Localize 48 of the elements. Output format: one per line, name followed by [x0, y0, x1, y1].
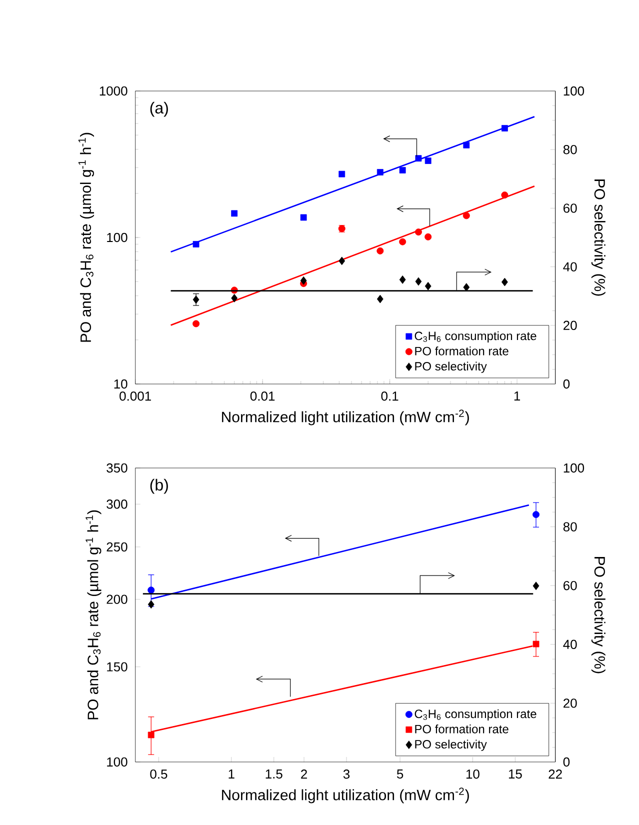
text: PO and C$_{3}$H$_{6}$ rate (µmol g$^{-1}$ h$^{-1}$) — [86, 510, 102, 720]
y2-tick-label: 60 — [563, 580, 577, 590]
x-tick-label: 3 — [343, 770, 350, 779]
y2-tick-label: 20 — [563, 320, 577, 330]
text: PO and C$_{3}$H$_{6}$ rate (µmol g$^{-1}$ h$^{-1}$) — [78, 132, 94, 342]
y2-tick-label: 60 — [563, 204, 577, 213]
y-tick-label: 150 — [106, 662, 128, 672]
y2-tick-label: 0 — [563, 379, 570, 389]
y-tick-label: 100 — [106, 757, 128, 767]
legend-label: C$_{3}$H$_{6}$ consumption rate — [414, 709, 536, 721]
y2-axis-title: PO selectivity (%) — [591, 180, 606, 296]
x-tick-label: 1 — [514, 392, 520, 400]
legend-label: PO selectivity — [415, 740, 487, 751]
y2-axis-title: PO selectivity (%) — [591, 557, 606, 674]
y2-tick-label: 40 — [563, 262, 577, 272]
x-axis-title: Normalized light utilization (mW cm$^{-2}$) — [222, 788, 469, 804]
y2-tick-label: 0 — [563, 757, 570, 767]
x-tick-label: 1.5 — [266, 770, 282, 779]
y-tick-label: 10 — [114, 379, 128, 389]
annotation: (b) — [150, 478, 168, 494]
y2-tick-label: 80 — [563, 144, 577, 154]
y-tick-label: 350 — [106, 463, 128, 473]
x-tick-label: 10 — [466, 770, 480, 779]
legend-label: PO formation rate — [415, 724, 508, 734]
y-tick-label: 300 — [106, 500, 128, 509]
y2-tick-label: 100 — [564, 463, 584, 473]
y2-tick-label: 20 — [563, 698, 577, 708]
x-tick-label: 0.001 — [119, 392, 151, 401]
legend-label: C$_{3}$H$_{6}$ consumption rate — [414, 331, 536, 343]
x-axis-title: Normalized light utilization (mW cm$^{-2}$) — [222, 410, 469, 426]
y-tick-label: 250 — [106, 542, 128, 552]
y-tick-label: 200 — [106, 594, 128, 604]
x-tick-label: 0.1 — [381, 392, 398, 401]
legend-label: PO selectivity — [415, 362, 487, 373]
x-tick-label: 0.5 — [150, 770, 168, 779]
legend-label: PO formation rate — [415, 346, 508, 356]
x-tick-label: 1 — [228, 770, 234, 778]
y-tick-label: 1000 — [100, 86, 128, 96]
y-tick-label: 100 — [106, 232, 128, 242]
x-tick-label: 5 — [396, 770, 403, 779]
y2-tick-label: 40 — [563, 640, 577, 649]
y2-tick-label: 80 — [563, 522, 577, 532]
x-tick-label: 0.01 — [250, 392, 274, 401]
annotation: (a) — [150, 102, 168, 117]
x-tick-label: 2 — [300, 770, 307, 779]
x-tick-label: 22 — [548, 770, 562, 779]
y2-tick-label: 100 — [564, 86, 584, 96]
x-tick-label: 15 — [508, 770, 522, 779]
